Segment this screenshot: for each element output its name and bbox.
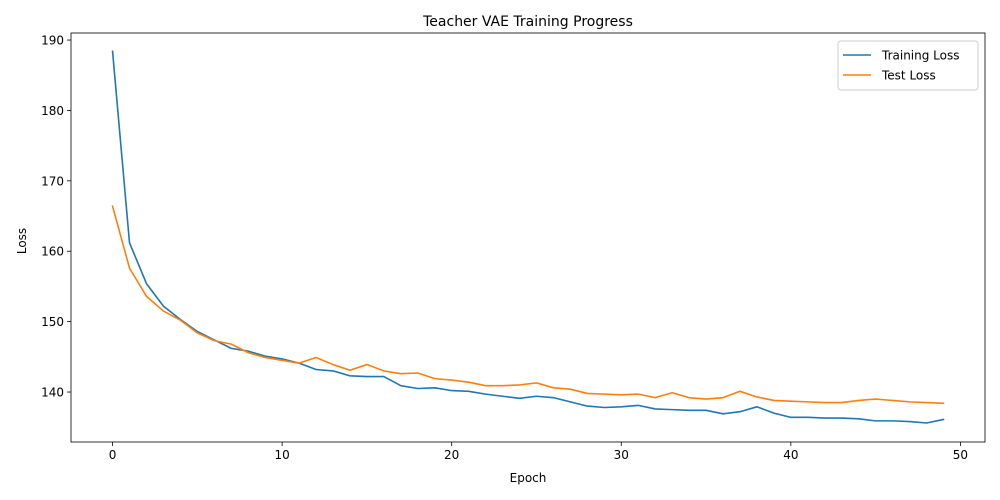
y-tick-label: 150 bbox=[41, 315, 64, 329]
y-axis-label: Loss bbox=[15, 228, 29, 254]
y-tick-label: 170 bbox=[41, 174, 64, 188]
plot-area bbox=[111, 50, 945, 424]
y-tick-label: 160 bbox=[41, 245, 64, 259]
legend: Training Loss Test Loss bbox=[837, 40, 979, 91]
x-tick-label: 20 bbox=[444, 448, 459, 462]
x-tick-label: 30 bbox=[614, 448, 629, 462]
x-tick-label: 10 bbox=[274, 448, 289, 462]
x-axis-label: Epoch bbox=[510, 471, 547, 485]
x-tick-label: 40 bbox=[783, 448, 798, 462]
series-line-1 bbox=[111, 50, 945, 424]
x-tick-label: 50 bbox=[953, 448, 968, 462]
y-tick-label: 140 bbox=[41, 386, 64, 400]
y-axis: 140 150 160 170 180 190 bbox=[41, 34, 71, 400]
series-line-2 bbox=[111, 205, 945, 405]
y-tick-label: 180 bbox=[41, 104, 64, 118]
legend-box bbox=[837, 40, 979, 91]
legend-label-2: Test Loss bbox=[881, 69, 936, 83]
legend-label-1: Training Loss bbox=[881, 49, 959, 63]
axes-frame bbox=[70, 32, 986, 443]
x-tick-label: 0 bbox=[109, 448, 117, 462]
x-axis: 0 10 20 30 40 50 bbox=[109, 442, 968, 462]
y-tick-label: 190 bbox=[41, 34, 64, 48]
chart-title: Teacher VAE Training Progress bbox=[422, 14, 633, 30]
